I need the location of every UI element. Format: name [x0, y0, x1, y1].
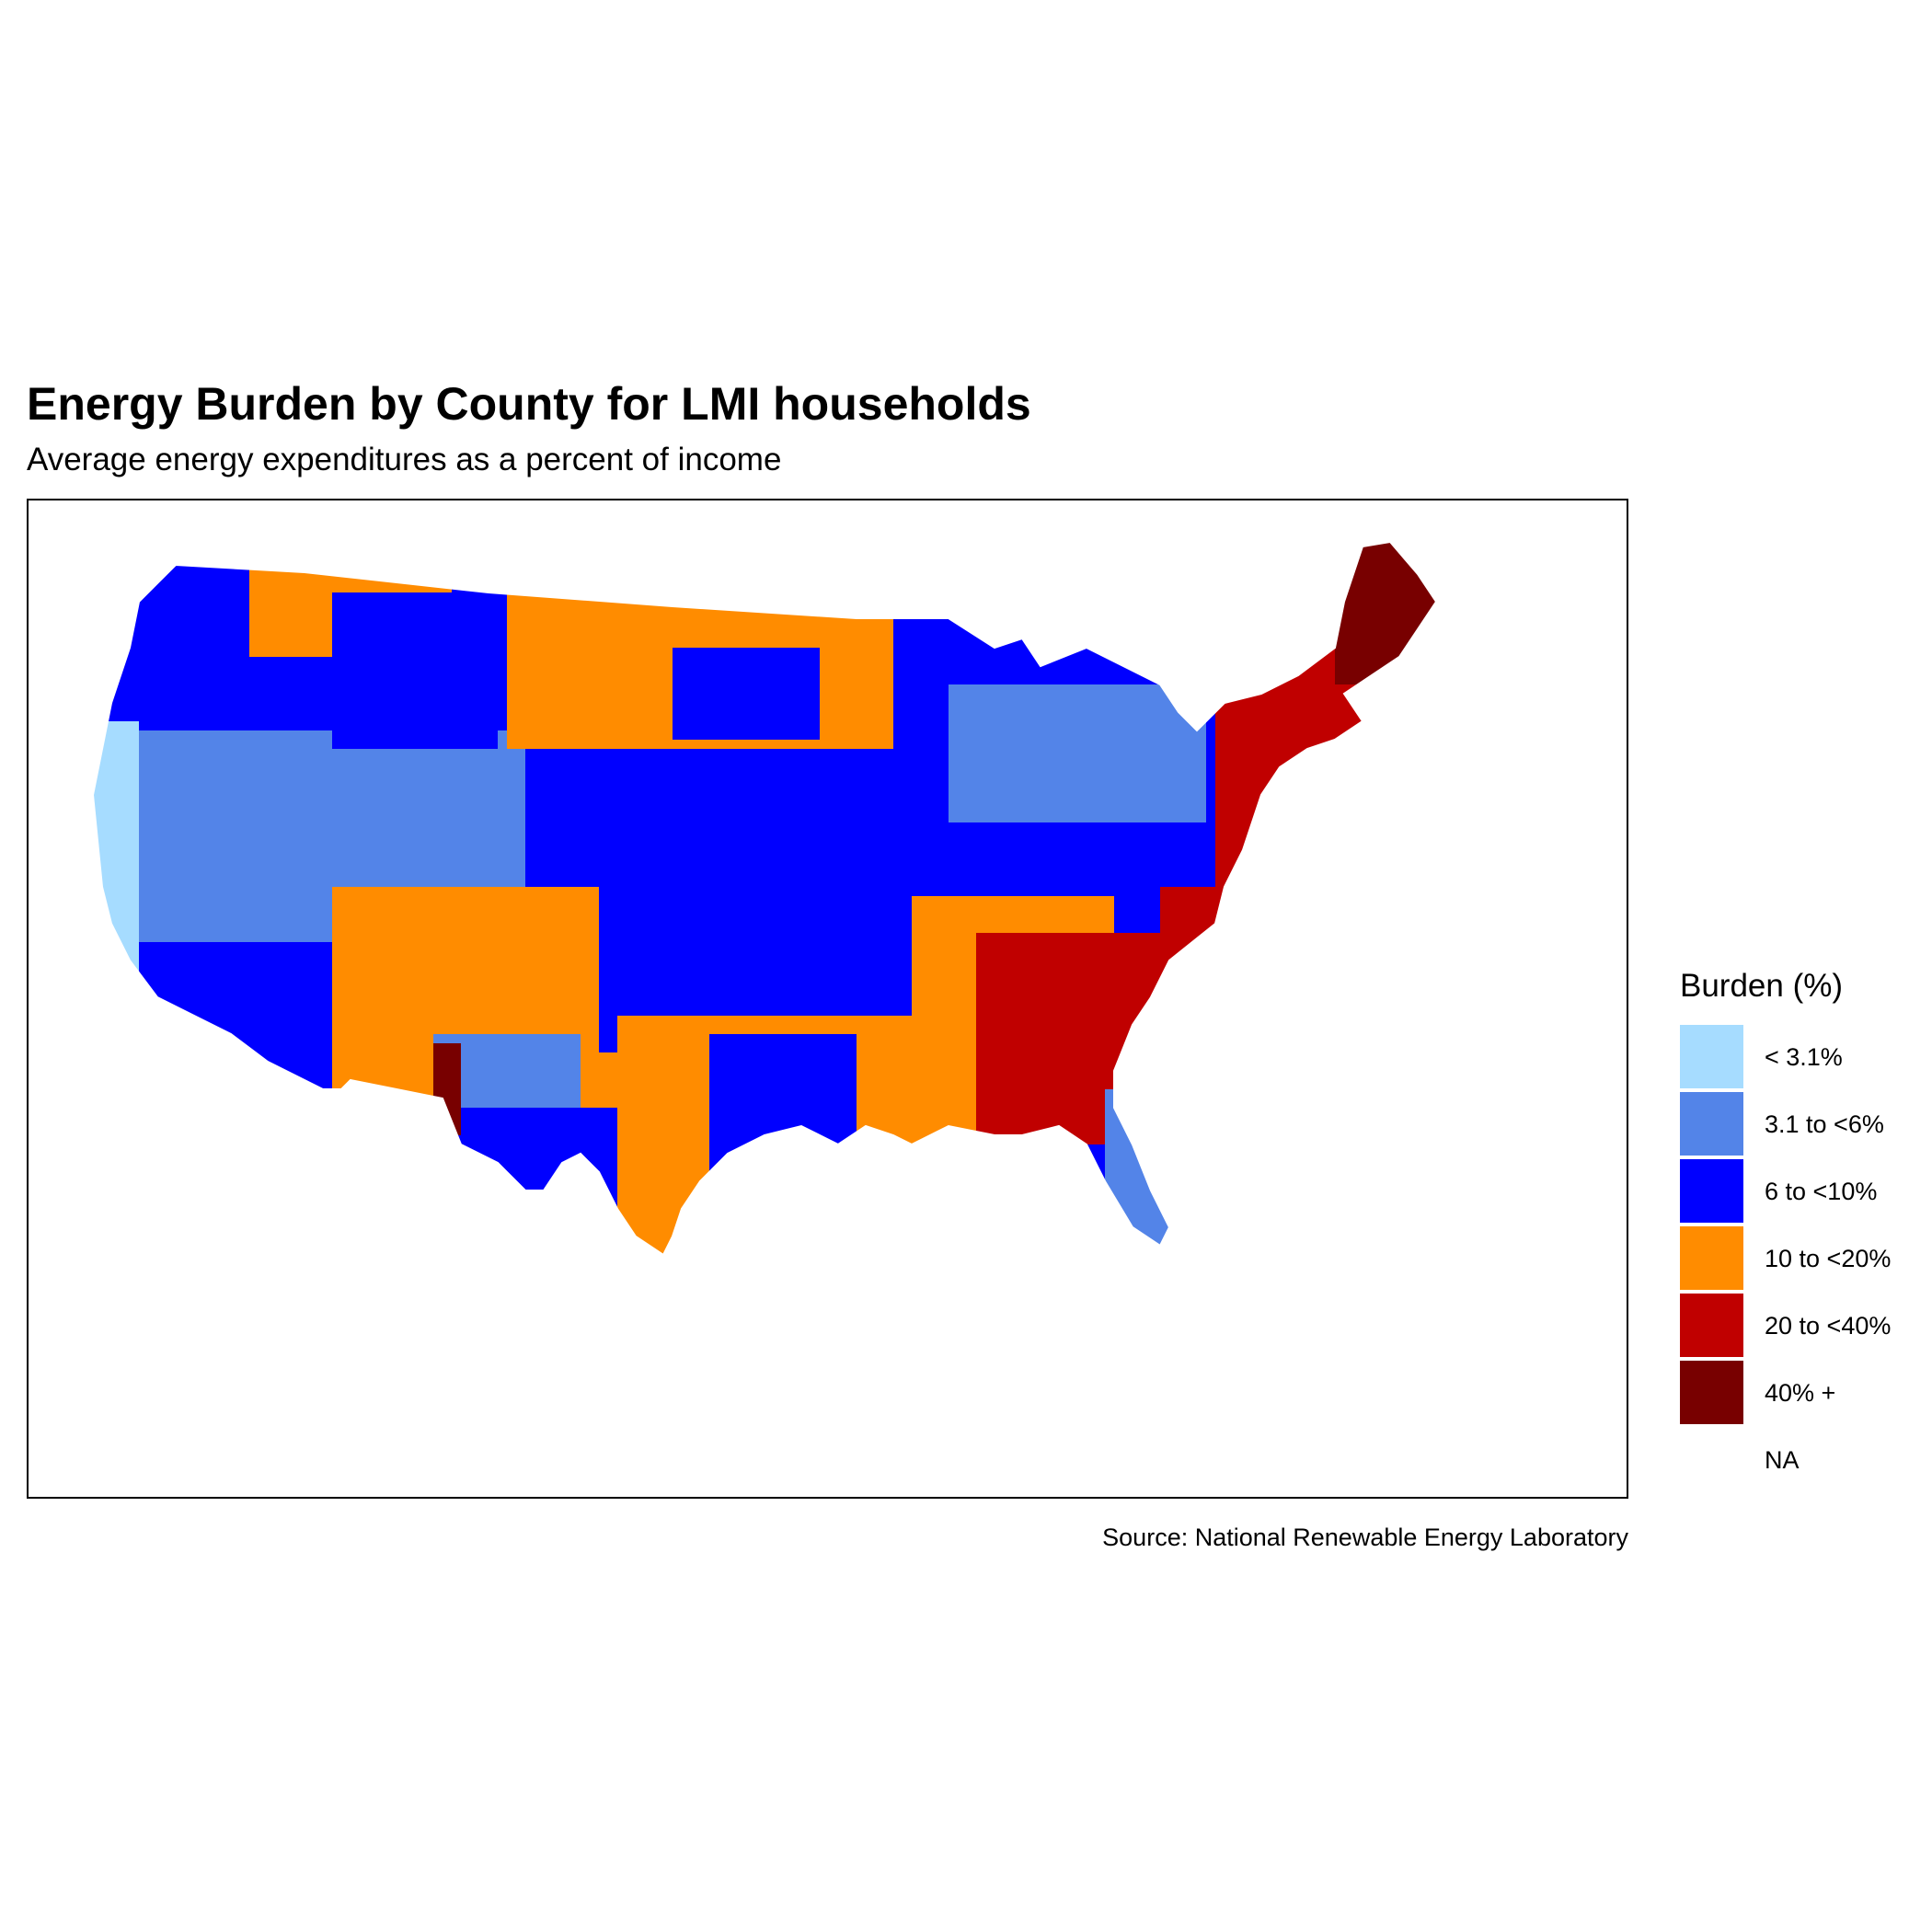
legend-item-lt-3-1: < 3.1% — [1680, 1025, 1843, 1092]
legend-label: 3.1 to <6% — [1765, 1110, 1884, 1138]
legend-item-3-1-to-6: 3.1 to <6% — [1680, 1092, 1884, 1159]
region-rockies — [332, 592, 498, 749]
legend-label: 40% + — [1765, 1379, 1836, 1407]
legend-swatch — [1680, 1294, 1743, 1357]
region-northeast — [1215, 648, 1399, 924]
county-regions — [93, 542, 1436, 1255]
legend-swatch — [1680, 1159, 1743, 1223]
legend-swatch — [1680, 1226, 1743, 1290]
map-title: Energy Burden by County for LMI househol… — [27, 378, 1031, 430]
region-dakotas-blue — [673, 648, 820, 740]
region-mid-atlantic — [1261, 850, 1344, 951]
source-caption: Source: National Renewable Energy Labora… — [1102, 1524, 1628, 1551]
legend-label: 10 to <20% — [1765, 1245, 1892, 1272]
region-new-mexico-dark — [433, 1043, 461, 1135]
legend-label: 20 to <40% — [1765, 1312, 1892, 1340]
legend-item-10-to-20: 10 to <20% — [1680, 1226, 1891, 1294]
us-county-map — [92, 541, 1437, 1256]
region-maine — [1335, 542, 1436, 684]
legend-swatch — [1680, 1361, 1743, 1424]
legend-title: Burden (%) — [1680, 968, 1844, 1004]
legend-swatch — [1680, 1092, 1743, 1156]
legend-item-40-plus: 40% + — [1680, 1361, 1843, 1428]
legend-item-na: NA — [1680, 1428, 1843, 1495]
region-central-plains — [599, 749, 930, 1052]
region-south — [1160, 887, 1344, 1117]
region-pacific-coast — [93, 721, 139, 1052]
legend-swatch — [1680, 1025, 1743, 1088]
legend-label: NA — [1765, 1446, 1800, 1474]
legend-item-6-to-10: 6 to <10% — [1680, 1159, 1877, 1226]
legend-swatch — [1680, 1428, 1743, 1491]
region-great-lakes — [949, 684, 1206, 822]
legend: Burden (%) < 3.1% 3.1 to <6% 6 to <10% 1… — [1680, 968, 1891, 1495]
legend-item-20-to-40: 20 to <40% — [1680, 1294, 1891, 1361]
legend-label: 6 to <10% — [1765, 1178, 1878, 1205]
legend-label: < 3.1% — [1765, 1043, 1843, 1071]
map-subtitle: Average energy expenditures as a percent… — [27, 442, 782, 477]
map-panel — [27, 499, 1628, 1499]
